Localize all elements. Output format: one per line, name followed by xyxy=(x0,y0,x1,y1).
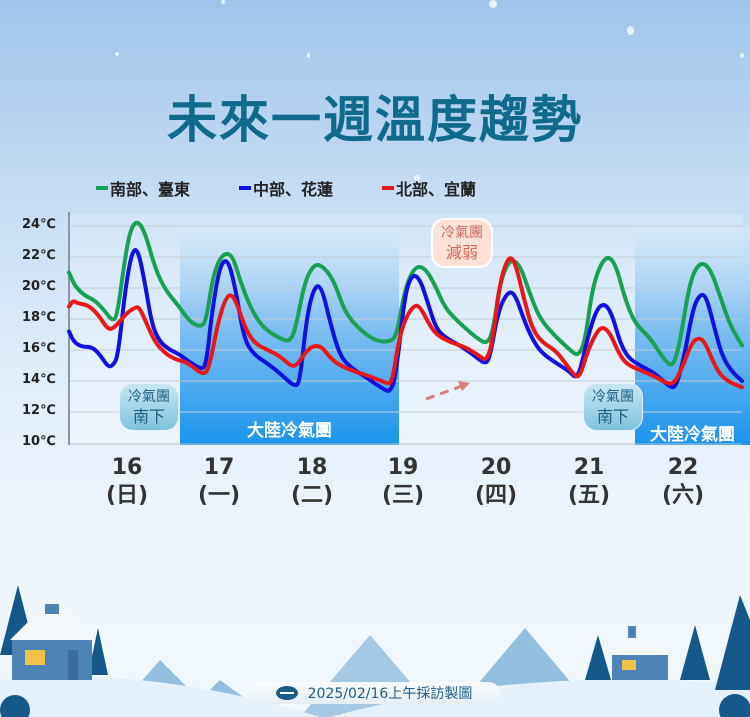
y-tick-label: 22℃ xyxy=(22,248,56,263)
y-tick-label: 18℃ xyxy=(22,310,56,325)
snowflake xyxy=(115,52,119,56)
legend-label: 南部、臺東 xyxy=(110,180,191,199)
legend-label: 北部、宜蘭 xyxy=(396,180,477,199)
cold-weaken-badge: 冷氣團 減弱 xyxy=(431,218,493,268)
legend-swatch-green xyxy=(96,186,108,190)
snowflake xyxy=(740,53,744,58)
x-tick-label: 20 (四) xyxy=(474,455,518,508)
house-icon xyxy=(605,626,670,680)
cold-south-badge-1: 冷氣團 南下 xyxy=(119,383,179,431)
legend-item-south: 南部、臺東 xyxy=(96,176,239,200)
legend-swatch-blue xyxy=(239,186,251,190)
badge-line2: 減弱 xyxy=(445,243,478,262)
series-line xyxy=(67,256,744,390)
chart-legend: 南部、臺東 中部、花蓮 北部、宜蘭 xyxy=(96,176,525,200)
legend-item-central: 中部、花蓮 xyxy=(239,176,382,200)
tree-icon xyxy=(88,628,108,675)
arrow-warming-icon xyxy=(425,381,470,401)
snowflake xyxy=(489,0,497,8)
cold-air-band-2 xyxy=(635,228,750,445)
badge-line1: 冷氣團 xyxy=(128,389,170,405)
cold-air-band-label-2: 大陸冷氣團 xyxy=(650,425,735,445)
badge-line1: 冷氣團 xyxy=(592,389,634,405)
snowflake xyxy=(221,0,225,4)
page-title: 未來一週溫度趨勢 xyxy=(167,91,583,149)
house-icon xyxy=(10,604,92,680)
tree-icon xyxy=(585,635,611,680)
footer-text: 2025/02/16上午採訪製圖 xyxy=(307,686,473,702)
bush-icon xyxy=(719,694,750,717)
x-tick-label: 16 (日) xyxy=(105,455,149,508)
cold-air-band-label-1: 大陸冷氣團 xyxy=(247,421,332,441)
x-tick-label: 17 (一) xyxy=(197,455,241,508)
snow-hill xyxy=(330,679,750,717)
series-line xyxy=(67,220,744,367)
cold-south-badge-2: 冷氣團 南下 xyxy=(583,383,643,431)
x-tick-label: 22 (六) xyxy=(661,455,705,508)
snowflake xyxy=(307,53,310,58)
legend-swatch-red xyxy=(382,186,394,190)
y-tick-label: 20℃ xyxy=(22,279,56,294)
tree-icon xyxy=(715,595,750,690)
snowflake xyxy=(252,128,259,135)
x-tick-label: 19 (三) xyxy=(381,455,425,508)
y-tick-label: 10℃ xyxy=(22,434,56,449)
footer-credit: 2025/02/16上午採訪製圖 xyxy=(248,682,500,704)
snowflake xyxy=(627,26,634,35)
badge-line2: 南下 xyxy=(596,407,629,426)
badge-line2: 南下 xyxy=(132,407,165,426)
series-lines xyxy=(67,220,744,393)
x-tick-label: 18 (二) xyxy=(290,455,334,508)
x-tick-label: 21 (五) xyxy=(567,455,611,508)
snow-hill xyxy=(0,676,320,717)
snowflake xyxy=(414,175,420,181)
legend-item-north: 北部、宜蘭 xyxy=(382,176,525,200)
y-tick-label: 12℃ xyxy=(22,403,56,418)
y-tick-label: 16℃ xyxy=(22,341,56,356)
badge-line1: 冷氣團 xyxy=(441,225,483,241)
cwa-logo-icon xyxy=(275,686,298,700)
series-line xyxy=(67,248,744,393)
y-tick-label: 14℃ xyxy=(22,372,56,387)
tree-icon xyxy=(680,625,710,680)
legend-label: 中部、花蓮 xyxy=(253,180,334,199)
bush-icon xyxy=(0,695,30,717)
y-tick-label: 24℃ xyxy=(22,217,56,232)
